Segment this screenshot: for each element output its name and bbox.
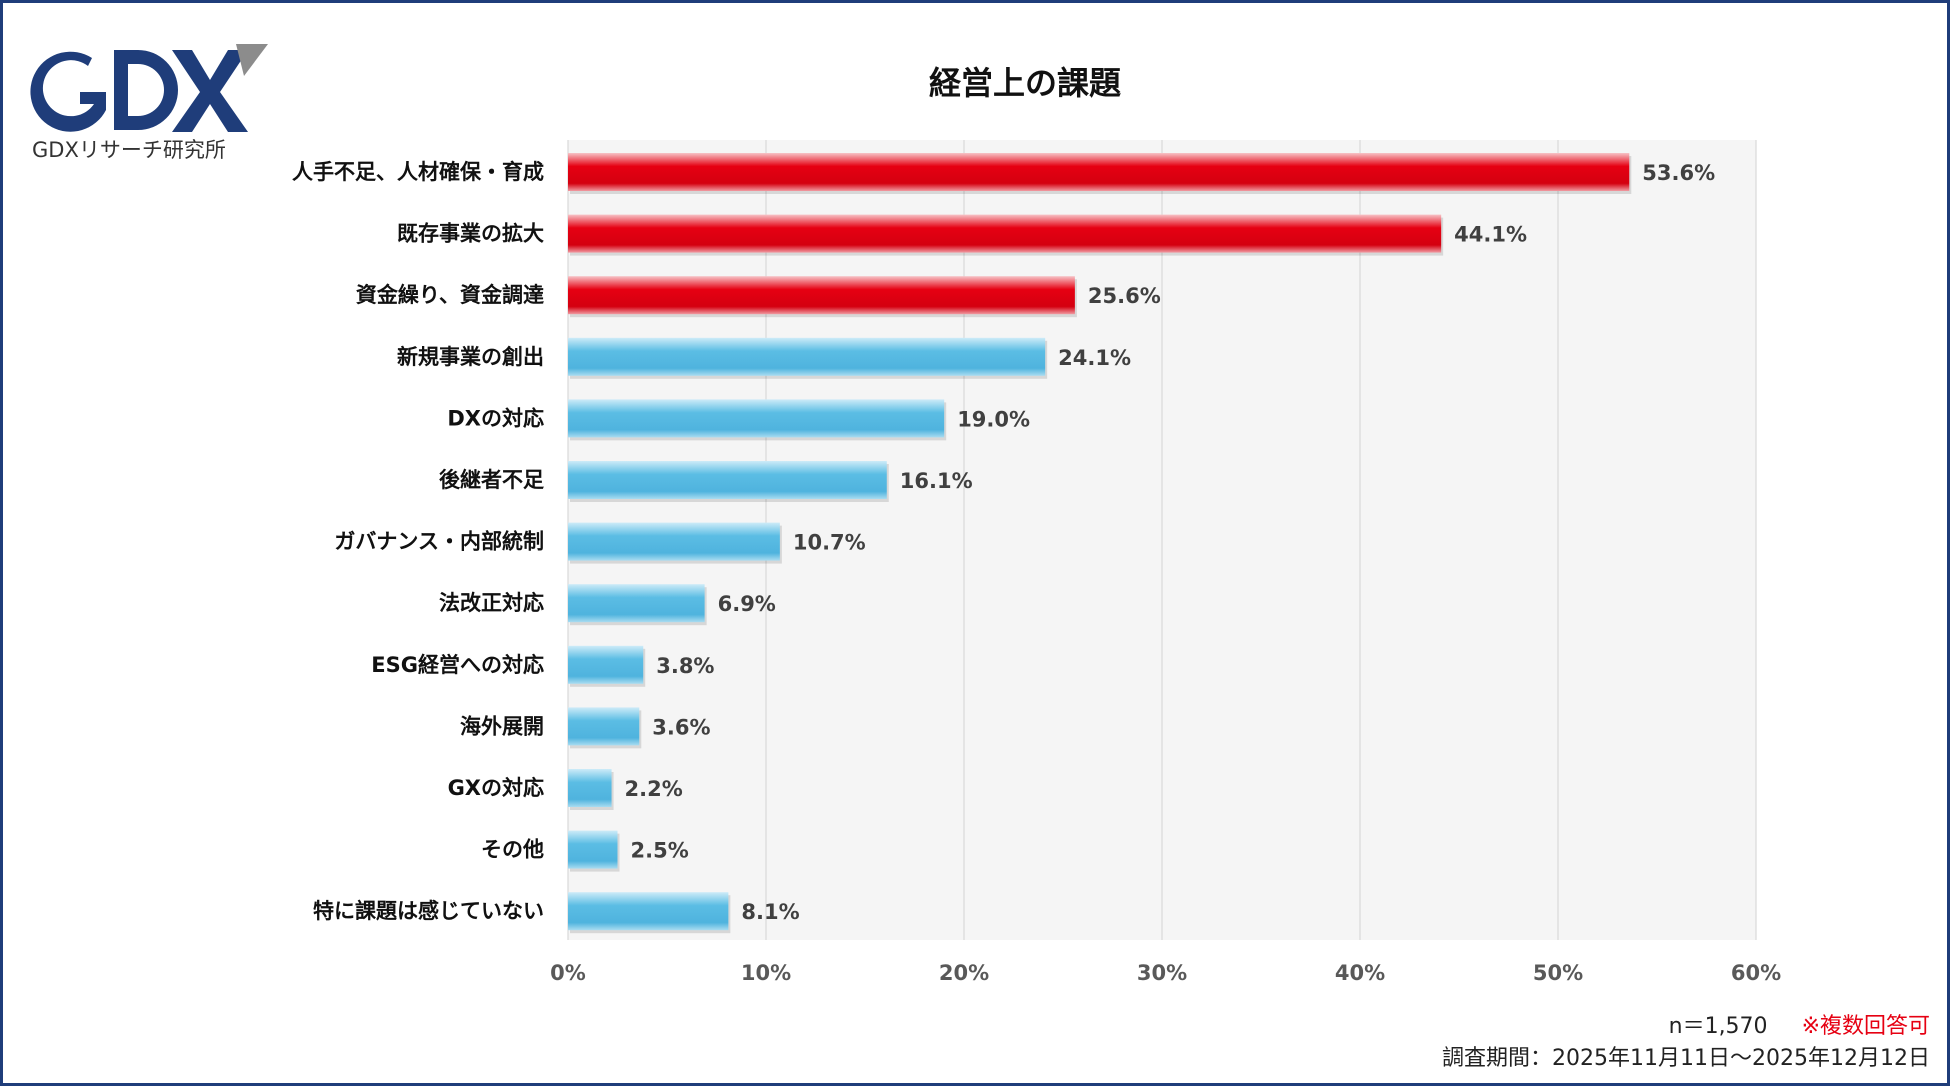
- category-label: 資金繰り、資金調達: [356, 283, 544, 307]
- category-label: 法改正対応: [439, 591, 544, 615]
- category-label: 新規事業の創出: [397, 345, 544, 369]
- multiple-answer-note: ※複数回答可: [1801, 1014, 1930, 1039]
- data-label: 16.1%: [900, 469, 973, 493]
- data-label: 24.1%: [1058, 346, 1131, 370]
- logo-letter-x: [172, 50, 248, 132]
- logo-letter-d: [114, 50, 178, 130]
- x-tick-label: 0%: [550, 961, 586, 985]
- survey-period: 調査期間：2025年11月11日～2025年12月12日: [1442, 1046, 1930, 1071]
- data-label: 53.6%: [1642, 161, 1715, 185]
- bar: [568, 276, 1075, 315]
- bar: [568, 461, 887, 499]
- logo-accent: [236, 44, 268, 76]
- category-label: 海外展開: [460, 714, 544, 738]
- bar: [568, 645, 644, 684]
- data-label: 2.2%: [625, 777, 683, 801]
- x-tick-label: 60%: [1731, 961, 1781, 985]
- category-label: 既存事業の拡大: [397, 222, 544, 246]
- category-label: ESG経営への対応: [371, 653, 544, 677]
- x-tick-label: 20%: [939, 961, 989, 985]
- x-tick-label: 50%: [1533, 961, 1583, 985]
- bar: [568, 522, 780, 561]
- data-label: 6.9%: [718, 592, 776, 616]
- logo-letter-g: [30, 51, 106, 132]
- category-label: GXの対応: [448, 776, 544, 800]
- category-label: 後継者不足: [439, 468, 544, 492]
- data-label: 3.8%: [656, 654, 714, 678]
- data-label: 25.6%: [1088, 284, 1161, 308]
- data-label: 8.1%: [741, 900, 799, 924]
- bar: [568, 153, 1630, 191]
- category-label: 特に課題は感じていない: [313, 899, 544, 923]
- bar: [568, 707, 640, 746]
- bar: [568, 892, 729, 931]
- sample-size: n＝1,570: [1668, 1014, 1768, 1039]
- sample-note: n＝1,570 ※複数回答可: [1669, 1008, 1930, 1040]
- x-tick-label: 40%: [1335, 961, 1385, 985]
- bar: [568, 399, 945, 438]
- bar: [568, 214, 1442, 253]
- data-label: 3.6%: [652, 715, 710, 739]
- bars: [568, 153, 1632, 934]
- bar: [568, 584, 705, 623]
- data-label: 2.5%: [631, 839, 689, 863]
- data-label: 10.7%: [793, 531, 866, 555]
- category-label: ガバナンス・内部統制: [334, 530, 544, 554]
- category-label: DXの対応: [447, 406, 544, 430]
- x-tick-label: 30%: [1137, 961, 1187, 985]
- bar: [568, 337, 1046, 376]
- bar: [568, 830, 618, 869]
- data-label: 19.0%: [957, 407, 1030, 431]
- gdx-logo: [30, 44, 268, 132]
- labels: 0% 10% 20% 30% 40% 50% 60% 53.6% 人手不足、人材確保・育成 44.…: [292, 160, 1781, 985]
- category-label: その他: [481, 838, 544, 862]
- category-label: 人手不足、人材確保・育成: [292, 160, 544, 184]
- chart-title: 経営上の課題: [928, 64, 1121, 102]
- bar: [568, 769, 612, 807]
- logo-caption: GDXリサーチ研究所: [32, 138, 226, 162]
- data-label: 44.1%: [1454, 223, 1527, 247]
- x-tick-label: 10%: [741, 961, 791, 985]
